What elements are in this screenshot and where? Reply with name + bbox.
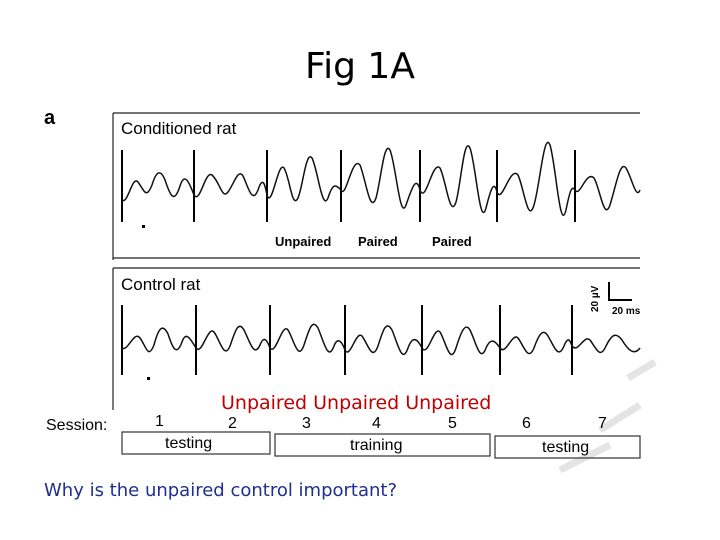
session-number: 2 xyxy=(228,415,237,432)
control-rat-panel xyxy=(112,267,640,410)
session-number: 4 xyxy=(372,415,381,432)
session-number: 7 xyxy=(598,415,607,432)
control-dot xyxy=(147,377,150,380)
conditioned-trace xyxy=(121,141,641,216)
conditioned-stimulus-labels: Unpaired Paired Paired xyxy=(275,234,472,249)
panel-letter: a xyxy=(44,107,56,129)
unpaired-overlay-text: Unpaired Unpaired Unpaired xyxy=(218,391,495,415)
stimulus-label-paired-2: Paired xyxy=(432,234,472,249)
phase-testing-1: testing xyxy=(165,435,212,452)
control-rat-label: Control rat xyxy=(121,275,201,294)
session-numbers: 1 2 3 4 5 6 7 xyxy=(155,413,607,432)
session-number: 5 xyxy=(448,415,457,432)
stimulus-label-unpaired: Unpaired xyxy=(275,234,331,249)
session-number: 6 xyxy=(522,415,531,432)
discussion-question: Why is the unpaired control important? xyxy=(44,480,398,501)
stimulus-label-paired-1: Paired xyxy=(358,234,398,249)
conditioned-dot xyxy=(142,225,145,228)
session-number: 1 xyxy=(155,413,164,430)
conditioned-stimulus-markers xyxy=(121,150,576,222)
phase-training: training xyxy=(350,437,402,454)
phase-testing-2: testing xyxy=(542,439,589,456)
session-number: 3 xyxy=(302,415,311,432)
session-phase-bars xyxy=(121,431,641,459)
scale-bar-voltage: 20 µV xyxy=(590,285,601,312)
slide-title: Fig 1A xyxy=(305,46,415,87)
scale-bar: 20 µV 20 ms xyxy=(590,282,641,317)
control-stimulus-markers xyxy=(121,305,573,375)
control-trace xyxy=(121,323,641,356)
scale-bar-time: 20 ms xyxy=(612,306,641,317)
conditioned-rat-label: Conditioned rat xyxy=(121,119,237,138)
conditioned-rat-panel xyxy=(112,112,640,260)
session-label: Session: xyxy=(46,417,107,434)
